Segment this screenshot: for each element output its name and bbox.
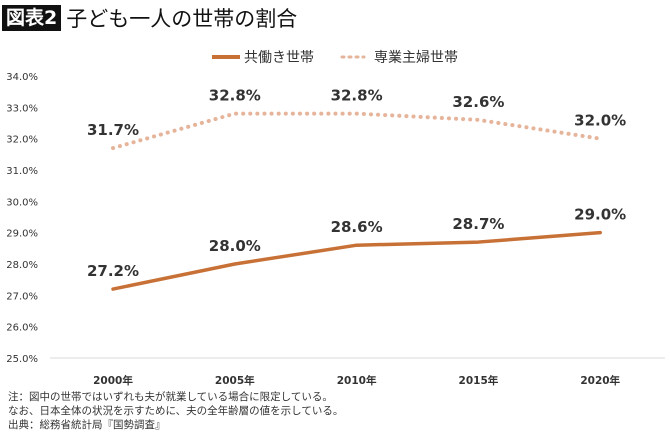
series-line (111, 230, 602, 291)
x-tick-label: 2010年 (337, 374, 377, 387)
data-label: 28.7% (452, 215, 504, 233)
series-line (111, 111, 603, 151)
chart-title: 子ども一人の世帯の割合 (66, 6, 298, 31)
y-tick-label: 31.0% (6, 166, 38, 177)
note-line: 注：図中の世帯ではいずれも夫が就業している場合に限定している。 (8, 391, 333, 403)
footnotes: 注：図中の世帯ではいずれも夫が就業している場合に限定している。 なお、日本全体の… (8, 390, 343, 432)
data-label: 32.8% (331, 87, 383, 105)
x-tick-label: 2005年 (215, 374, 255, 387)
figure-badge: 図表2 (2, 4, 62, 31)
x-tick-label: 2015年 (459, 374, 499, 387)
y-tick-label: 34.0% (6, 72, 38, 83)
y-tick-label: 28.0% (6, 260, 38, 271)
data-label: 31.7% (87, 121, 139, 139)
data-label: 28.0% (209, 237, 261, 255)
x-tick-label: 2000年 (93, 374, 133, 387)
y-tick-label: 27.0% (6, 291, 38, 302)
data-label: 32.8% (209, 87, 261, 105)
y-tick-label: 26.0% (6, 323, 38, 334)
header: 図表2 子ども一人の世帯の割合 (2, 4, 297, 31)
note-line: なお、日本全体の状況を示すために、夫の全年齢層の値を示している。 (8, 405, 344, 417)
data-label: 28.6% (331, 218, 383, 236)
data-label: 27.2% (87, 262, 139, 280)
y-tick-label: 30.0% (6, 197, 38, 208)
y-tick-label: 29.0% (6, 229, 38, 240)
source-line: 出典：総務省統計局『国勢調査』 (8, 419, 166, 431)
legend-label: 専業主婦世帯 (374, 49, 458, 66)
y-tick-label: 33.0% (6, 103, 38, 114)
data-label: 32.0% (574, 112, 626, 130)
x-tick-label: 2020年 (580, 374, 620, 387)
y-tick-label: 32.0% (6, 135, 38, 146)
data-label: 29.0% (574, 206, 626, 224)
y-tick-label: 25.0% (6, 354, 38, 365)
data-label: 32.6% (452, 93, 504, 111)
legend-label: 共働き世帯 (244, 50, 314, 66)
